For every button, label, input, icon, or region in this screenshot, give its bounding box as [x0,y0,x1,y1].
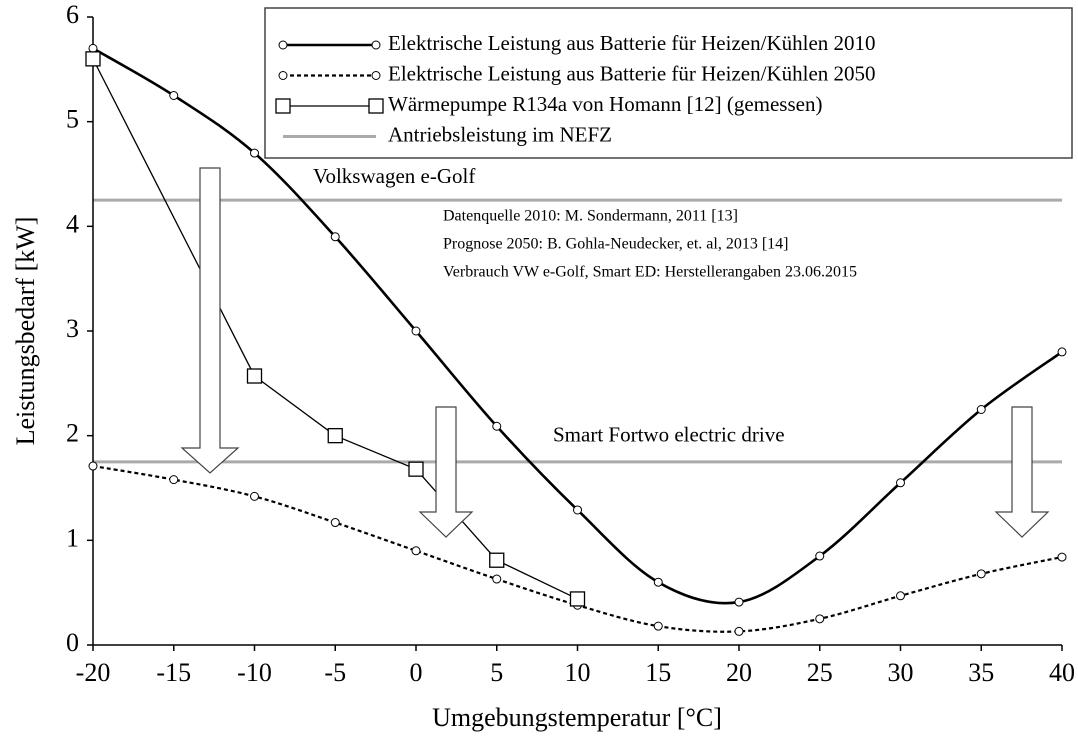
y-tick-label: 0 [66,628,79,657]
marker [411,326,421,336]
reference-label: Smart Fortwo electric drive [553,423,785,447]
y-tick-label: 1 [66,523,79,552]
marker [976,569,986,579]
y-tick-label: 5 [66,105,79,134]
marker [1057,552,1067,562]
x-tick-label: -15 [156,658,191,687]
x-tick-label: 40 [1049,658,1075,687]
y-tick-label: 4 [66,209,79,238]
y-tick-label: 6 [66,0,79,29]
marker [275,98,291,114]
x-tick-label: 5 [490,658,503,687]
marker [492,574,502,584]
marker [250,491,259,501]
legend-label: Elektrische Leistung aus Batterie für He… [388,61,876,85]
legend-label: Antriebsleistung im NEFZ [388,122,612,146]
marker [169,91,179,100]
x-tick-label: -20 [76,658,111,687]
legend-label: Elektrische Leistung aus Batterie für He… [388,31,876,55]
annotation: Prognose 2050: B. Gohla-Neudecker, et. a… [443,236,789,253]
marker [246,368,263,384]
reference-label: Volkswagen e-Golf [313,164,475,188]
marker [653,621,663,631]
legend-box [264,7,1073,159]
marker [896,591,905,601]
marker [371,71,381,80]
marker [976,405,986,414]
marker [169,475,179,485]
marker [88,461,98,471]
marker [815,614,825,624]
marker [734,626,744,636]
y-axis-label: Leistungsbedarf [kW] [11,217,40,446]
x-tick-label: 10 [565,658,591,687]
annotation: Verbrauch VW e-Golf, Smart ED: Herstelle… [443,264,857,281]
x-tick-label: -10 [237,658,272,687]
marker [896,478,905,488]
marker [371,40,381,50]
marker [815,551,825,561]
x-tick-label: 35 [968,658,994,687]
arrows [180,167,1050,538]
x-tick-label: 20 [726,658,752,687]
marker [492,421,502,431]
marker [330,518,340,528]
arrow [180,167,240,474]
marker [327,428,343,444]
marker [408,461,424,477]
marker [88,43,98,53]
marker [1057,347,1067,357]
arrow [418,406,474,538]
marker [278,40,288,50]
marker [573,505,582,515]
x-tick-label: -5 [324,658,346,687]
marker [368,98,384,114]
marker [489,552,505,568]
x-tick-label: 0 [410,658,423,687]
x-axis-label: Umgebungstemperatur [°C] [432,703,722,732]
annotation: Datenquelle 2010: M. Sondermann, 2011 [1… [443,208,738,225]
y-tick-label: 3 [66,314,79,343]
x-tick-label: 30 [888,658,914,687]
arrow [994,406,1050,538]
marker [330,232,340,242]
marker [734,597,744,607]
x-tick-label: 15 [645,658,671,687]
marker [411,546,421,556]
marker [653,577,663,587]
x-tick-label: 25 [807,658,833,687]
marker [278,71,288,80]
legend-label: Wärmepumpe R134a von Homann [12] (gemess… [388,92,822,116]
y-tick-label: 2 [66,419,79,448]
marker [85,51,101,67]
marker [569,591,586,607]
marker [250,148,259,158]
series-line [92,58,578,600]
